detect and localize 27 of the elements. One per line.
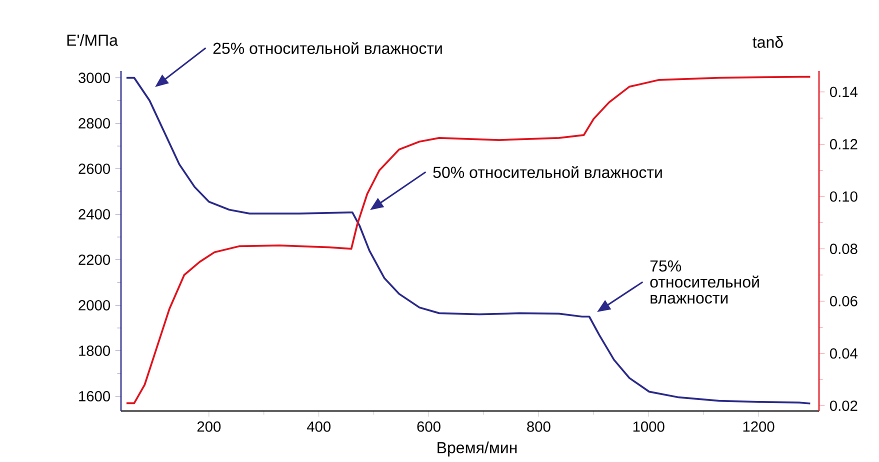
y-tick-label: 1600 [79, 391, 110, 402]
y-tick-label: 2200 [78, 254, 110, 265]
y-tick-label: 2800 [78, 118, 110, 129]
x-axis-title: Время/мин [438, 442, 517, 456]
y-axis-title: E'/МПа [67, 34, 118, 46]
y2-tick-label: 0.14 [830, 86, 858, 98]
annotation: 50% относительной влажности [433, 166, 662, 178]
x-tick-label: 400 [306, 421, 331, 432]
y2-axis-title: tanδ [752, 36, 783, 48]
text: 25% относительной влажности [213, 42, 442, 54]
x-tick-label: 600 [417, 421, 440, 432]
y2-tick-label: 0.08 [830, 244, 858, 254]
y2-tick-label: 0.02 [830, 400, 858, 411]
y-tick-label: 1800 [79, 346, 110, 356]
x-tick-label: 1200 [743, 421, 774, 432]
y-tick-label: 2400 [78, 209, 110, 220]
y2-tick-label: 0.04 [830, 348, 858, 359]
x-tick-label: 800 [527, 421, 550, 432]
y2-tick-label: 0.12 [830, 139, 858, 150]
x-tick-label: 1000 [633, 421, 664, 432]
y2-tick-label: 0.06 [830, 296, 858, 306]
y2-tick-label: 0.10 [830, 191, 858, 202]
y-tick-label: 2000 [78, 300, 110, 310]
x-tick-label: 200 [197, 421, 221, 432]
y-tick-label: 2600 [78, 164, 110, 174]
y-tick-label: 3000 [78, 72, 110, 84]
annotation: 75% относительной влажности [650, 260, 759, 304]
